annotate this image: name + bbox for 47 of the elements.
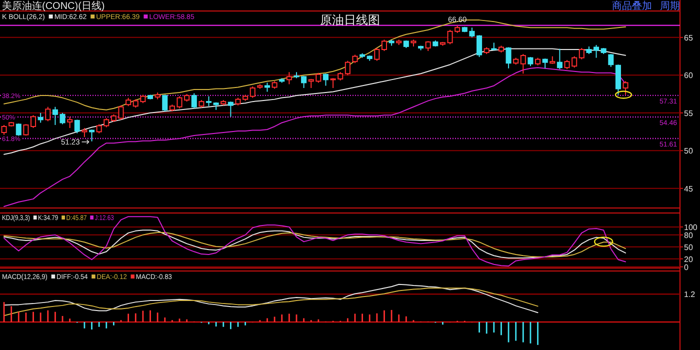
y-tick-label: 80 <box>684 230 694 240</box>
candlestick <box>286 72 292 85</box>
y-tick-label: 65 <box>684 33 694 42</box>
chart-title: 原油日线图 <box>320 13 380 27</box>
y-tick-label: 100 <box>684 222 698 232</box>
candlestick <box>381 39 388 52</box>
candlestick <box>608 54 614 68</box>
candlestick <box>520 54 526 74</box>
candlestick <box>16 122 22 138</box>
candlestick <box>622 80 628 96</box>
text: 1.2 <box>684 290 696 300</box>
candlestick <box>191 92 197 109</box>
candlestick <box>556 48 562 70</box>
candlestick <box>45 106 51 122</box>
chart-subtitle: 美原油连(CONC)(日线) <box>2 0 105 12</box>
candlestick <box>228 101 234 118</box>
candlestick <box>82 127 88 138</box>
y-tick-label: 50 <box>684 146 694 156</box>
candlestick <box>250 86 256 98</box>
y-tick-label: 20 <box>684 254 694 264</box>
candlestick <box>374 47 380 62</box>
text: 周期 <box>660 0 680 12</box>
line-series <box>4 216 626 267</box>
candlestick <box>162 94 168 112</box>
candlestick <box>74 119 80 134</box>
candlestick <box>578 47 584 60</box>
candlestick <box>264 82 270 92</box>
candlestick <box>476 34 482 58</box>
candlestick <box>322 73 329 86</box>
candlestick <box>425 40 431 52</box>
y-tick-label: 55 <box>684 108 694 118</box>
candlestick <box>542 58 548 69</box>
y-tick-label: 50 <box>684 242 694 252</box>
candlestick <box>206 96 212 107</box>
candlestick <box>67 116 73 128</box>
candlestick <box>88 129 95 142</box>
candlestick <box>528 56 534 67</box>
y-tick-label: 0 <box>684 262 689 272</box>
candlestick <box>615 64 621 96</box>
candlestick <box>38 112 44 124</box>
y-tick-label: 60 <box>684 71 694 80</box>
candlestick <box>344 60 350 76</box>
annotation: 商品叠加 <box>612 0 652 12</box>
candlestick <box>506 46 512 69</box>
candlestick <box>30 114 36 128</box>
y-tick-label: 45 <box>684 184 694 194</box>
candlestick <box>594 44 600 58</box>
